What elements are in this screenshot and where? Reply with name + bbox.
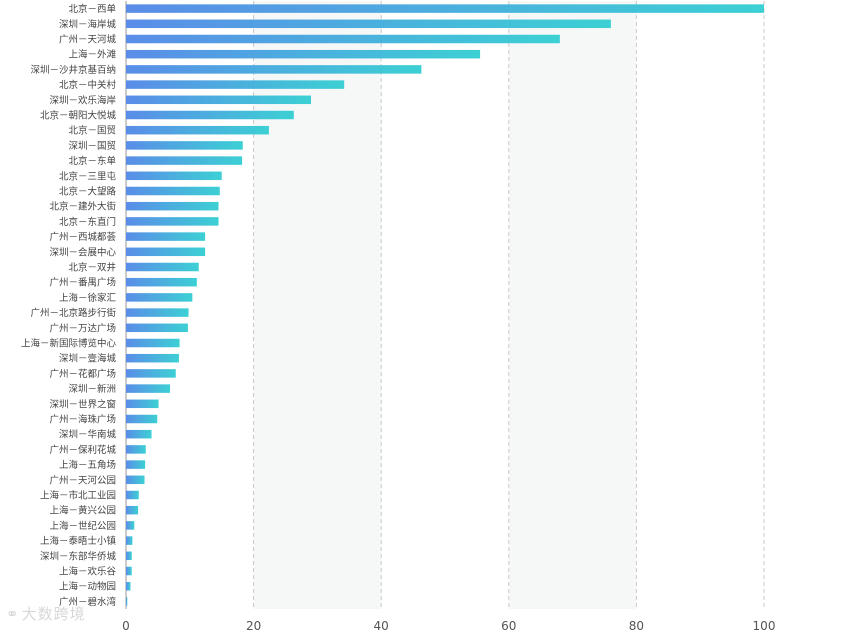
bar [126,80,345,89]
category-label: 北京－双井 [68,262,116,274]
bar [126,323,188,333]
bar [126,566,132,576]
x-tick-label: 100 [753,619,776,633]
bar [126,369,176,378]
bar [126,536,133,545]
category-label: 上海－外滩 [68,49,116,61]
category-label: 广州－天河城 [59,34,117,46]
category-label: 北京－东直门 [59,216,116,228]
category-label: 北京－大望路 [59,186,117,198]
bar [126,262,199,272]
bar [126,217,219,226]
bar [126,34,560,44]
bar [126,247,206,257]
bar [126,171,222,181]
grid-band [253,1,382,609]
bar [126,156,243,165]
category-label: 深圳－沙井京基百纳 [30,64,116,76]
bar [126,338,180,348]
category-label: 深圳－华南城 [59,429,117,441]
bar [126,19,611,29]
x-axis-ticks: 0 20 40 60 80 100 [122,619,775,633]
bar [126,95,312,105]
bar [126,201,219,211]
bar [126,232,206,241]
bar [126,581,131,591]
category-label: 深圳－世界之窗 [49,398,116,410]
category-label: 深圳－东部华侨城 [40,550,117,562]
bar [126,308,189,317]
bar [126,353,179,363]
grid-lines [125,1,765,609]
x-tick-label: 0 [122,619,130,633]
bar [126,4,764,13]
x-tick-label: 20 [246,619,261,633]
bar [126,110,294,120]
category-label: 广州－保利花城 [49,444,116,456]
category-label: 北京－国贸 [68,125,116,137]
bar [126,475,145,485]
bars [126,4,764,606]
category-label: 深圳－新洲 [68,383,116,395]
watermark-text: 大数跨境 [21,605,86,623]
bar [126,490,139,500]
category-label: 广州－西城都荟 [49,231,116,243]
bar [126,445,146,454]
category-label: 上海－徐家汇 [59,292,117,304]
bar [126,293,193,302]
category-label: 深圳－国贸 [68,140,116,152]
category-label: 北京－东单 [68,155,116,167]
category-label: 北京－中关村 [59,79,117,91]
category-label: 北京－西单 [68,3,116,15]
bar [126,505,139,515]
category-label: 广州－万达广场 [49,322,116,334]
bar [126,597,128,606]
bar [126,49,481,59]
category-label: 北京－三里屯 [59,170,117,182]
category-label: 广州－花都广场 [49,368,116,380]
category-label: 上海－动物园 [59,581,116,593]
category-label: 广州－碧水湾 [59,596,117,608]
bar [126,65,422,74]
bar [126,277,197,287]
category-label: 深圳－海岸城 [59,18,117,30]
category-label: 北京－朝阳大悦城 [40,110,117,122]
category-label: 广州－天河公园 [49,474,116,486]
x-tick-label: 40 [374,619,389,633]
logo-icon: ⚭ [6,605,20,623]
category-label: 深圳－欢乐海岸 [49,94,116,106]
category-label: 上海－新国际博览中心 [21,338,117,350]
category-label: 广州－番禺广场 [49,277,116,289]
bar [126,551,132,561]
bar [126,186,220,196]
watermark: ⚭ 大数跨境 [6,603,86,624]
category-label: 上海－五角场 [59,459,116,471]
category-label: 北京－建外大街 [49,201,116,213]
category-label: 上海－世纪公园 [49,520,116,532]
bar [126,429,152,439]
grid-band [508,1,637,609]
grid-bands [253,1,637,609]
category-label: 深圳－会展中心 [49,246,116,258]
category-label: 上海－泰晤士小镇 [40,535,117,547]
category-label: 上海－黄兴公园 [49,505,116,517]
bar [126,141,243,150]
category-label: 深圳－壹海城 [59,353,117,365]
bar [126,125,269,135]
category-label: 广州－北京路步行街 [30,307,116,319]
bar [126,521,135,530]
category-label: 上海－欢乐谷 [59,566,117,578]
bar [126,384,171,393]
bar [126,399,159,409]
x-tick-label: 80 [629,619,644,633]
bar [126,414,158,424]
category-label: 上海－市北工业园 [40,490,116,502]
category-label: 广州－海珠广场 [49,414,116,426]
category-labels: 北京－西单深圳－海岸城广州－天河城上海－外滩深圳－沙井京基百纳北京－中关村深圳－… [21,3,117,608]
bar [126,460,146,469]
x-tick-label: 60 [501,619,516,633]
